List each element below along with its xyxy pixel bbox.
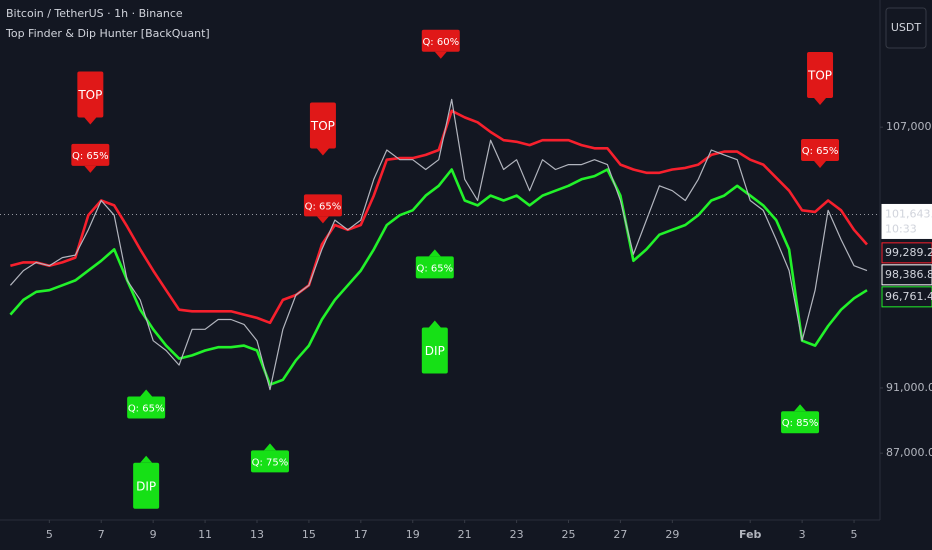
signal-label: Q: 75%: [252, 457, 289, 468]
signal-label: TOP: [807, 68, 832, 82]
signal-pointer: [814, 97, 827, 105]
signal-box: [421, 29, 460, 52]
signal-label: Q: 65%: [72, 151, 109, 162]
y-tick-label: 87,000.00: [886, 446, 932, 459]
signal-box: [77, 71, 104, 118]
price-tag: [881, 242, 932, 264]
signal-box: [309, 102, 336, 149]
signal-pointer: [316, 216, 329, 224]
series-line: [9, 98, 868, 391]
x-tick-label: 15: [302, 528, 316, 541]
signal-box: [71, 143, 110, 166]
price-tag-label: 101,643.79: [885, 207, 932, 220]
series-line: [10, 109, 868, 325]
signal-label: Q: 60%: [422, 37, 459, 48]
signal-label: Q: 65%: [416, 263, 453, 274]
x-tick-label: 11: [198, 528, 212, 541]
x-tick-label: 13: [250, 528, 264, 541]
signal-label: Q: 85%: [782, 418, 819, 429]
signal-box: [133, 462, 160, 509]
price-tag: [881, 264, 932, 286]
indicator-name: Top Finder & Dip Hunter [BackQuant]: [5, 27, 210, 40]
signal-box: [421, 327, 448, 374]
x-tick-label: 19: [406, 528, 420, 541]
chart-title: Bitcoin / TetherUS · 1h · Binance: [6, 7, 183, 20]
x-tick-label: 5: [851, 528, 858, 541]
signal-pointer: [794, 404, 807, 412]
signal-box: [807, 51, 834, 98]
x-tick-label: 29: [665, 528, 679, 541]
x-tick-label: 9: [150, 528, 157, 541]
signal-box: [415, 256, 454, 279]
signal-label: Q: 65%: [802, 146, 839, 157]
signal-pointer: [316, 148, 329, 156]
x-tick-label: 21: [458, 528, 472, 541]
signal-pointer: [84, 117, 97, 125]
signal-box: [127, 396, 166, 419]
signal-box: [801, 138, 840, 161]
signal-box: [781, 411, 820, 434]
price-tag-time: 10:33: [885, 222, 917, 235]
signal-pointer: [84, 165, 97, 173]
signal-pointer: [814, 160, 827, 168]
price-tag: [881, 203, 932, 239]
price-tag-label: 98,386.89: [885, 268, 932, 281]
signal-pointer: [428, 320, 441, 328]
signal-label: DIP: [136, 479, 156, 493]
x-tick-label: 25: [561, 528, 575, 541]
signal-pointer: [428, 249, 441, 257]
x-tick-label: Feb: [739, 528, 762, 541]
currency-label[interactable]: USDT: [891, 21, 922, 34]
price-tag-label: 96,761.44: [885, 290, 932, 303]
x-tick-label: 23: [510, 528, 524, 541]
signal-box: [303, 194, 342, 217]
price-tag: [881, 286, 932, 308]
signal-pointer: [140, 455, 153, 463]
series-line: [9, 168, 868, 386]
signal-pointer: [140, 389, 153, 397]
signal-pointer: [434, 51, 447, 59]
y-tick-label: 107,000.00: [886, 120, 932, 133]
signal-label: Q: 65%: [128, 404, 165, 415]
x-tick-label: 3: [799, 528, 806, 541]
x-tick-label: 5: [46, 528, 53, 541]
plot-area: TOP Q: 65% TOP Q: 65% Q: 60% TOP Q: 65% Q: 65% D…: [0, 29, 880, 509]
price-tag-label: 99,289.25: [885, 246, 932, 259]
signal-label: TOP: [77, 88, 102, 102]
signal-box: [250, 450, 289, 473]
signal-label: TOP: [310, 119, 335, 133]
currency-box[interactable]: [885, 7, 927, 49]
x-tick-label: 27: [613, 528, 627, 541]
signal-label: Q: 65%: [305, 201, 342, 212]
x-tick-label: 7: [98, 528, 105, 541]
signal-pointer: [263, 443, 276, 451]
x-tick-label: 17: [354, 528, 368, 541]
signal-label: DIP: [425, 344, 445, 358]
y-tick-label: 91,000.00: [886, 381, 932, 394]
